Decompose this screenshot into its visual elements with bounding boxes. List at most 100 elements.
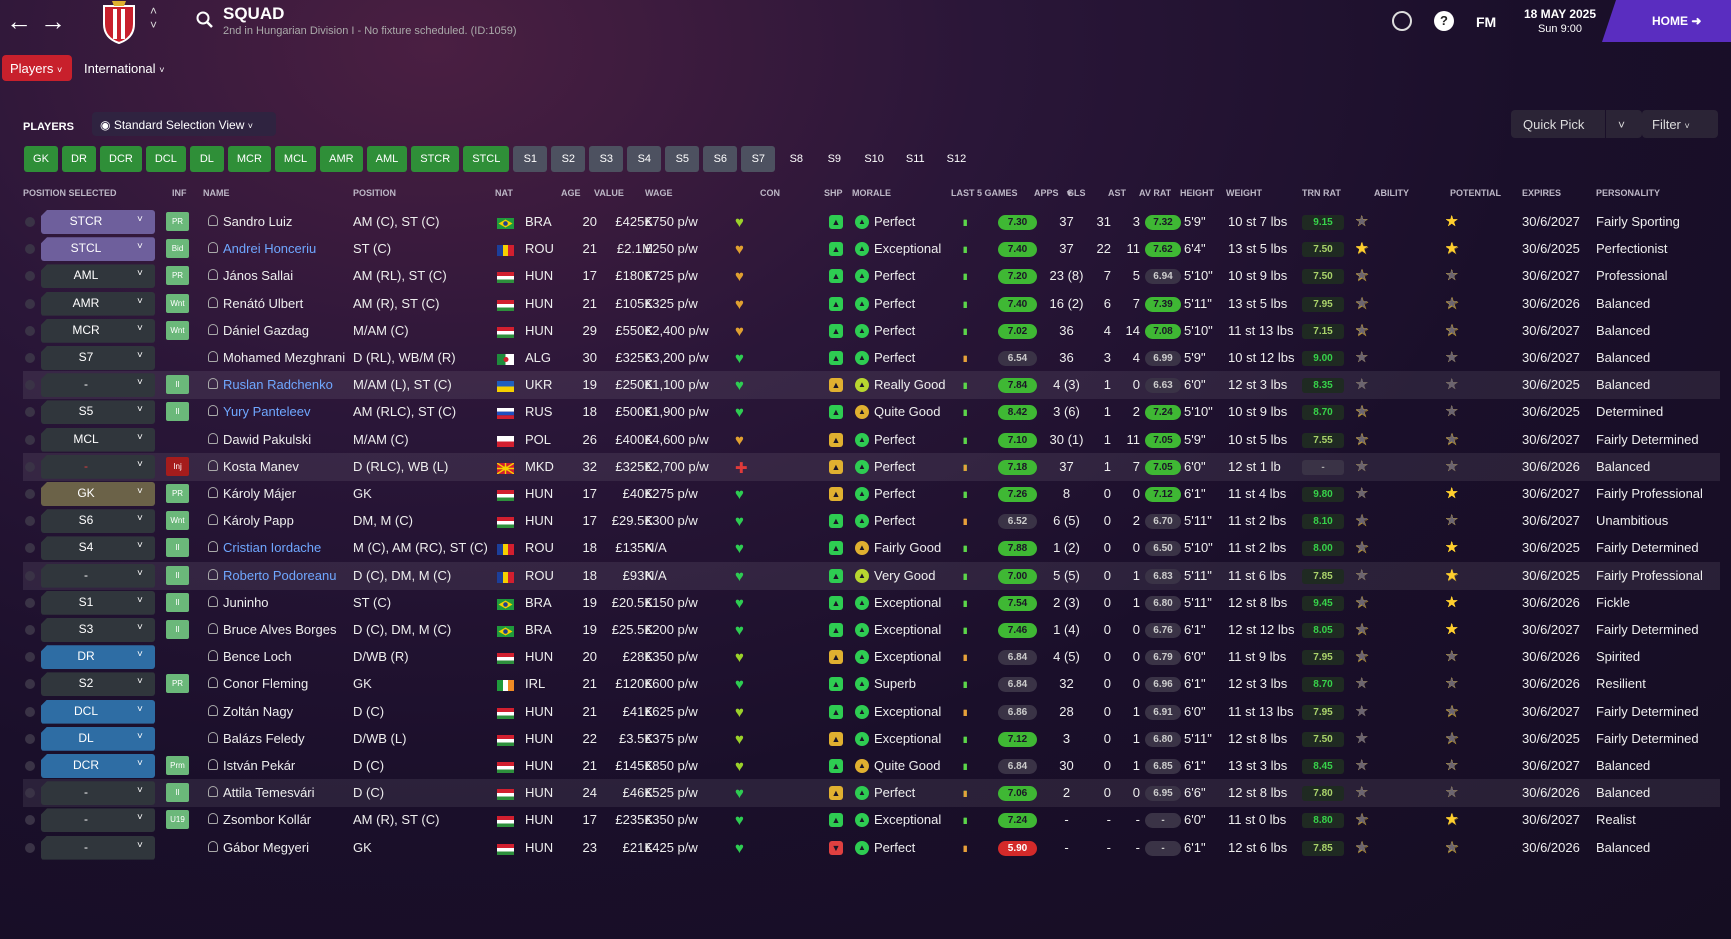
club-crest-icon[interactable] (100, 0, 138, 44)
row-select-radio[interactable] (25, 380, 35, 391)
table-row[interactable]: DL ˅ Balázs Feledy D/WB (L) HUN 22 £3.5K £375 p… (23, 725, 1720, 753)
col-name[interactable]: NAME (203, 188, 230, 198)
position-selector[interactable]: MCR ˅ (41, 318, 155, 343)
col-wage[interactable]: WAGE (645, 188, 673, 198)
col-age[interactable]: AGE (561, 188, 581, 198)
info-badge[interactable]: II (166, 783, 189, 803)
fm-menu[interactable]: FM (1476, 14, 1497, 30)
table-row[interactable]: S7 ˅ Mohamed Mezghrani D (RL), WB/M (R) ALG 3… (23, 344, 1720, 372)
info-badge[interactable]: Wnt (166, 320, 189, 340)
view-selector-dropdown[interactable]: ◉ Standard Selection View ˅ (92, 112, 276, 136)
position-selector[interactable]: S5 ˅ (41, 400, 155, 425)
position-selector[interactable]: STCL ˅ (41, 237, 155, 262)
row-select-radio[interactable] (25, 761, 35, 771)
info-badge[interactable]: Prm (166, 756, 189, 775)
info-badge[interactable]: U19 (166, 810, 189, 830)
table-row[interactable]: - ˅ II Roberto Podoreanu D (C), DM, M (C) ROU… (23, 561, 1720, 590)
player-name-link[interactable]: Mohamed Mezghrani (223, 350, 346, 365)
col-last5[interactable]: LAST 5 GAMES (951, 188, 1018, 198)
position-chip[interactable]: MCR (227, 146, 271, 172)
search-icon[interactable] (196, 11, 214, 29)
col-apps[interactable]: APPS (1034, 188, 1059, 198)
position-selector[interactable]: - ˅ (41, 563, 155, 588)
table-row[interactable]: GK ˅ PR Károly Májer GK HUN 17 £40K £275 p/w ♥ ▲ ▲ P… (23, 480, 1720, 508)
position-chip[interactable]: S5 (665, 146, 700, 172)
position-selector[interactable]: - ˅ (41, 808, 155, 833)
position-selector[interactable]: STCR ˅ (41, 210, 155, 234)
col-trnrat[interactable]: TRN RAT (1302, 188, 1341, 198)
position-chip[interactable]: S3 (589, 146, 624, 172)
row-select-radio[interactable] (25, 652, 35, 663)
col-ability[interactable]: ABILITY (1374, 188, 1409, 198)
position-chip[interactable]: AMR (320, 146, 363, 172)
position-selector[interactable]: - ˅ (41, 373, 155, 398)
player-name-link[interactable]: Cristian Iordache (223, 540, 322, 556)
position-selector[interactable]: DCR ˅ (41, 754, 155, 778)
info-badge[interactable]: Wnt (166, 511, 189, 531)
position-selector[interactable]: - ˅ (41, 835, 155, 860)
player-name-link[interactable]: Bence Loch (223, 649, 292, 665)
table-row[interactable]: MCL ˅ Dawid Pakulski M/AM (C) POL 26 £400K £4,6… (23, 426, 1720, 454)
globe-icon[interactable] (1392, 11, 1412, 31)
position-selector[interactable]: S4 ˅ (41, 536, 155, 561)
game-date[interactable]: 18 MAY 2025 Sun 9:00 (1520, 7, 1600, 36)
row-select-radio[interactable] (25, 625, 35, 635)
player-name-link[interactable]: Roberto Podoreanu (223, 567, 337, 583)
row-select-radio[interactable] (25, 244, 35, 255)
row-select-radio[interactable] (25, 570, 35, 581)
table-row[interactable]: AMR ˅ Wnt Renátó Ulbert AM (R), ST (C) HUN 21 £… (23, 290, 1720, 318)
col-inf[interactable]: INF (172, 188, 187, 198)
row-select-radio[interactable] (25, 842, 35, 853)
info-badge[interactable]: II (166, 402, 189, 422)
table-row[interactable]: S2 ˅ PR Conor Fleming GK IRL 21 £120K £600 p/w ♥ ▲… (23, 670, 1720, 698)
players-dropdown[interactable]: Players ˅ (2, 55, 72, 81)
player-name-link[interactable]: Zoltán Nagy (223, 703, 294, 719)
row-select-radio[interactable] (25, 325, 35, 336)
home-button[interactable]: HOME ➜ (1602, 0, 1731, 42)
col-morale[interactable]: MORALE (852, 188, 891, 198)
position-selector[interactable]: S3 ˅ (41, 618, 155, 642)
row-select-radio[interactable] (25, 788, 35, 799)
position-chip[interactable]: DL (189, 146, 224, 172)
position-chip[interactable]: STCR (411, 146, 460, 172)
col-potential[interactable]: POTENTIAL (1450, 188, 1501, 198)
player-name-link[interactable]: Károly Májer (223, 486, 296, 501)
player-name-link[interactable]: Dawid Pakulski (223, 431, 312, 447)
info-badge[interactable]: PR (166, 212, 189, 231)
position-selector[interactable]: DCL ˅ (41, 699, 155, 724)
col-position[interactable]: POSITION (353, 188, 397, 198)
row-select-radio[interactable] (25, 353, 35, 363)
player-name-link[interactable]: Sandro Luiz (223, 214, 293, 229)
international-dropdown[interactable]: International ˅ (84, 61, 184, 76)
row-select-radio[interactable] (25, 815, 35, 826)
player-name-link[interactable]: Gábor Megyeri (223, 839, 309, 855)
table-row[interactable]: S6 ˅ Wnt Károly Papp DM, M (C) HUN 17 £29.5K £30… (23, 507, 1720, 535)
table-row[interactable]: MCR ˅ Wnt Dániel Gazdag M/AM (C) HUN 29 £550K £2… (23, 317, 1720, 345)
position-selector[interactable]: DL ˅ (41, 726, 155, 751)
row-select-radio[interactable] (25, 706, 35, 717)
table-row[interactable]: - ˅ Inj Kosta Manev D (RLC), WB (L) MKD 32 £325… (23, 452, 1720, 481)
position-selector[interactable]: AMR ˅ (41, 291, 155, 316)
table-row[interactable]: S1 ˅ II Juninho ST (C) BRA 19 £20.5K £150 p/w ♥ ▲ ▲… (23, 589, 1720, 617)
col-nat[interactable]: NAT (495, 188, 513, 198)
position-selector[interactable]: S1 ˅ (41, 590, 155, 615)
table-row[interactable]: STCL ˅ Bid Andrei Honceriu ST (C) ROU 21 £2.1M £… (23, 235, 1720, 263)
player-name-link[interactable]: Kosta Manev (223, 458, 299, 474)
info-badge[interactable]: II (166, 538, 189, 558)
col-position-selected[interactable]: POSITION SELECTED (23, 188, 117, 198)
table-row[interactable]: DCL ˅ Zoltán Nagy D (C) HUN 21 £41K £625 p/w ♥ ▲ ▲… (23, 698, 1720, 726)
position-chip[interactable]: S12 (946, 153, 967, 165)
position-selector[interactable]: S2 ˅ (41, 672, 155, 697)
info-badge[interactable]: PR (166, 674, 189, 694)
player-name-link[interactable]: Renátó Ulbert (223, 295, 304, 311)
col-height[interactable]: HEIGHT (1180, 188, 1215, 198)
position-chip[interactable]: S8 (789, 153, 804, 165)
row-select-radio[interactable] (25, 597, 35, 608)
row-select-radio[interactable] (25, 543, 35, 554)
table-row[interactable]: DR ˅ Bence Loch D/WB (R) HUN 20 £28K £350 p/w ♥ ▲… (23, 643, 1720, 671)
col-personality[interactable]: PERSONALITY (1596, 188, 1661, 198)
table-row[interactable]: - ˅ Gábor Megyeri GK HUN 23 £21K £425 p/w ♥ ▼ ▲ Per… (23, 834, 1720, 862)
col-weight[interactable]: WEIGHT (1226, 188, 1262, 198)
table-row[interactable]: STCR ˅ PR Sandro Luiz AM (C), ST (C) BRA 20 £42… (23, 208, 1720, 236)
position-selector[interactable]: DR ˅ (41, 645, 155, 670)
